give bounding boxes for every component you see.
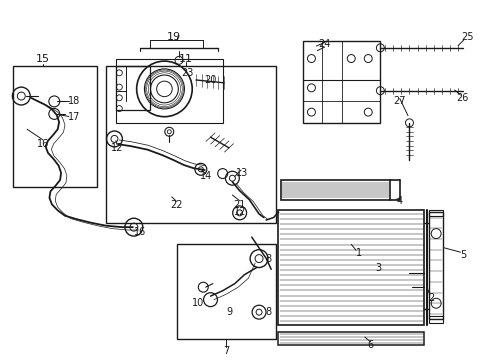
Text: 24: 24 bbox=[318, 39, 330, 49]
Text: 8: 8 bbox=[265, 253, 271, 264]
Text: 19: 19 bbox=[167, 32, 181, 42]
Text: 21: 21 bbox=[233, 200, 245, 210]
Text: 8: 8 bbox=[265, 307, 271, 317]
Bar bbox=[106, 66, 275, 223]
Text: 16: 16 bbox=[134, 227, 146, 237]
Bar bbox=[280, 180, 389, 200]
Text: 7: 7 bbox=[223, 346, 229, 356]
Bar bbox=[428, 212, 443, 319]
Bar bbox=[176, 244, 275, 339]
Text: 13: 13 bbox=[236, 168, 248, 178]
Text: 16: 16 bbox=[37, 139, 49, 149]
Text: 12: 12 bbox=[110, 143, 123, 153]
Text: 18: 18 bbox=[67, 96, 80, 107]
Bar bbox=[116, 59, 222, 123]
Text: 11: 11 bbox=[179, 54, 193, 64]
Text: 23: 23 bbox=[181, 68, 193, 78]
Text: 17: 17 bbox=[67, 112, 80, 122]
Bar bbox=[428, 316, 443, 323]
Text: 9: 9 bbox=[225, 307, 232, 317]
Text: 12: 12 bbox=[233, 207, 245, 217]
Text: 14: 14 bbox=[199, 171, 211, 181]
Text: 4: 4 bbox=[396, 197, 402, 206]
Text: 3: 3 bbox=[374, 262, 380, 273]
Text: 25: 25 bbox=[461, 32, 473, 42]
Text: 10: 10 bbox=[192, 298, 204, 308]
Bar bbox=[278, 210, 423, 325]
Text: 1: 1 bbox=[355, 248, 361, 258]
Bar bbox=[428, 210, 443, 216]
Text: 6: 6 bbox=[367, 340, 373, 350]
Text: 27: 27 bbox=[393, 96, 405, 107]
Text: 5: 5 bbox=[459, 250, 465, 260]
Bar bbox=[13, 66, 96, 187]
Text: 15: 15 bbox=[36, 54, 50, 64]
Bar bbox=[116, 66, 150, 111]
Bar bbox=[278, 332, 423, 345]
Text: 20: 20 bbox=[204, 75, 216, 85]
Bar bbox=[302, 41, 380, 123]
Text: 26: 26 bbox=[456, 93, 468, 103]
Text: 22: 22 bbox=[170, 200, 183, 210]
Text: 2: 2 bbox=[427, 293, 433, 303]
